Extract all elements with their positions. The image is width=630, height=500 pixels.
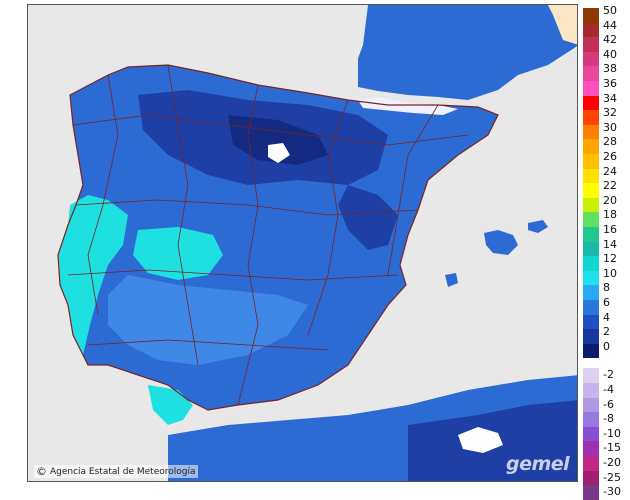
scale-label: 40 bbox=[603, 47, 617, 61]
scale-label: 18 bbox=[603, 208, 617, 222]
agency-name: Agencia Estatal de Meteorología bbox=[50, 466, 196, 477]
scale-label: -25 bbox=[603, 470, 621, 484]
scale-label: 0 bbox=[603, 339, 610, 353]
scale-label: -2 bbox=[603, 368, 614, 382]
scale-label: 16 bbox=[603, 223, 617, 236]
scale-swatch bbox=[583, 22, 599, 38]
province-borders bbox=[67, 64, 469, 406]
scale-swatch bbox=[583, 300, 599, 315]
scale-label: 42 bbox=[603, 33, 617, 47]
scale-swatch bbox=[583, 183, 599, 198]
copyright-icon: © bbox=[36, 465, 47, 478]
scale-swatch bbox=[583, 139, 599, 154]
scale-swatch bbox=[583, 397, 599, 413]
scale-swatch bbox=[583, 212, 599, 227]
scale-swatch bbox=[583, 412, 599, 427]
scale-label: 20 bbox=[603, 193, 617, 207]
france-region bbox=[358, 5, 577, 100]
scale-label: 50 bbox=[603, 4, 617, 17]
extremadura-region bbox=[133, 227, 223, 280]
scale-label: 22 bbox=[603, 179, 617, 193]
guadalquivir-valley bbox=[108, 275, 308, 365]
pyrenees-snow bbox=[358, 97, 458, 115]
scale-label: 14 bbox=[603, 237, 617, 251]
scale-label: 30 bbox=[603, 120, 617, 134]
scale-label: -8 bbox=[603, 412, 614, 426]
scale-label: 12 bbox=[603, 252, 617, 266]
scale-swatch bbox=[583, 270, 599, 286]
scale-label: 8 bbox=[603, 281, 610, 295]
bay-of-biscay bbox=[328, 5, 368, 90]
credit-line: © Agencia Estatal de Meteorología bbox=[34, 465, 198, 478]
scale-swatch bbox=[583, 441, 599, 456]
scale-label: 34 bbox=[603, 91, 617, 105]
scale-label: -30 bbox=[603, 485, 621, 499]
scale-label: 26 bbox=[603, 150, 617, 163]
france-warm-patch bbox=[548, 5, 577, 45]
scale-label: -10 bbox=[603, 426, 621, 440]
scale-label: -6 bbox=[603, 397, 614, 411]
mallorca bbox=[484, 230, 518, 255]
scale-swatch bbox=[583, 343, 599, 359]
scale-label: 10 bbox=[603, 266, 617, 280]
portugal-coast bbox=[58, 195, 128, 355]
ibiza bbox=[445, 273, 458, 287]
scale-label: 44 bbox=[603, 18, 617, 32]
scale-swatch bbox=[583, 8, 599, 23]
scale-swatch bbox=[583, 368, 599, 383]
scale-swatch bbox=[583, 314, 599, 330]
scale-swatch bbox=[583, 329, 599, 344]
watermark-logo: gemel bbox=[506, 453, 570, 475]
atlas-snow bbox=[458, 427, 503, 453]
scale-swatch bbox=[583, 227, 599, 242]
iberian-range bbox=[338, 185, 398, 250]
duero-basin bbox=[228, 115, 328, 165]
scale-swatch bbox=[583, 285, 599, 300]
scale-swatch bbox=[583, 168, 599, 184]
map-canvas bbox=[28, 5, 577, 481]
scale-label: 38 bbox=[603, 62, 617, 76]
scale-swatch bbox=[583, 81, 599, 96]
menorca bbox=[528, 220, 548, 233]
scale-label: 6 bbox=[603, 296, 610, 309]
scale-swatch bbox=[583, 37, 599, 52]
scale-label: -4 bbox=[603, 383, 614, 396]
scale-swatch bbox=[583, 256, 599, 271]
scale-label: -20 bbox=[603, 456, 621, 469]
scale-label: 2 bbox=[603, 325, 610, 339]
scale-label: 4 bbox=[603, 310, 610, 324]
scale-swatch bbox=[583, 95, 599, 111]
scale-swatch bbox=[583, 426, 599, 442]
scale-swatch bbox=[583, 51, 599, 67]
scale-swatch bbox=[583, 485, 599, 500]
scale-swatch bbox=[583, 124, 599, 140]
scale-swatch bbox=[583, 241, 599, 257]
peninsula-outline bbox=[57, 64, 499, 411]
scale-label: -15 bbox=[603, 441, 621, 455]
scale-label: 36 bbox=[603, 77, 617, 90]
temperature-map: © Agencia Estatal de Meteorología gemel bbox=[27, 4, 578, 482]
scale-swatch bbox=[583, 456, 599, 471]
scale-swatch bbox=[583, 197, 599, 213]
scale-swatch bbox=[583, 66, 599, 81]
scale-swatch bbox=[583, 383, 599, 398]
scale-label: 24 bbox=[603, 164, 617, 178]
scale-label: 32 bbox=[603, 106, 617, 120]
scale-swatch bbox=[583, 110, 599, 125]
scale-swatch bbox=[583, 470, 599, 486]
scale-swatch bbox=[583, 154, 599, 169]
snow-patch bbox=[268, 143, 290, 163]
scale-label: 28 bbox=[603, 135, 617, 149]
